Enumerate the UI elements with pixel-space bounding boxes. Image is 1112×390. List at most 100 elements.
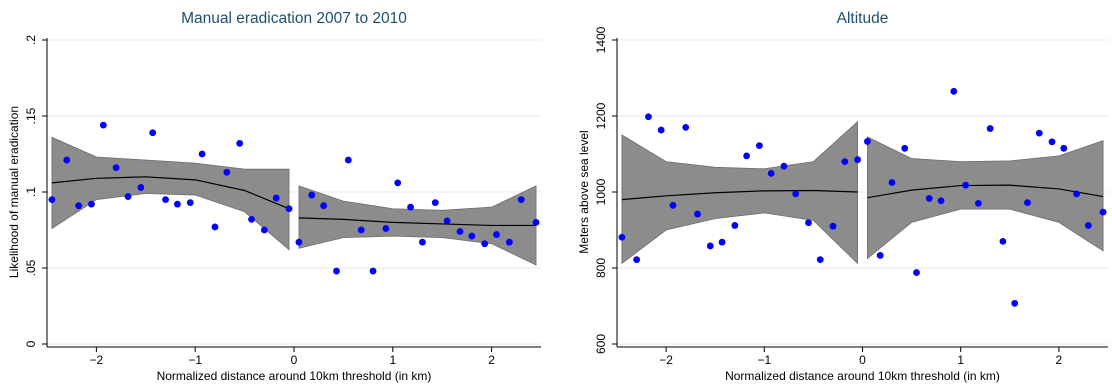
data-point [99,121,107,129]
data-point [743,152,751,160]
x-tick-label: 2 [488,353,495,367]
x-tick-label: 2 [1056,353,1063,367]
data-point [913,269,920,276]
data-point [223,168,231,176]
data-point [718,238,726,246]
data-point [357,226,365,234]
data-point [780,162,788,170]
data-point [431,199,439,207]
x-tick-label: −2 [659,353,673,367]
data-point [864,138,871,145]
data-point [950,87,958,95]
data-point [308,191,316,199]
data-point [295,238,303,246]
data-point [767,169,775,177]
fit-line [51,176,290,210]
confidence-band [867,136,1104,260]
data-point [805,219,812,227]
x-tick-label: 0 [859,353,866,367]
y-axis-label: Likelihood of manual eradication [7,106,21,278]
data-point [1073,190,1080,198]
data-point [88,200,95,208]
data-point [456,228,464,235]
chart-panel-2: 600 800 1000 1200 1400 −2 −1 0 1 2 Altitude Normali… [577,10,1108,383]
data-point [236,139,244,147]
data-point [657,126,665,134]
data-point [1084,222,1092,229]
data-point [937,197,945,205]
data-point [162,196,169,204]
x-tick-label: 0 [291,353,298,367]
data-point [532,219,540,226]
data-point [394,179,402,187]
data-point [986,125,994,132]
data-point [481,240,489,248]
data-point [854,156,861,164]
chart-panel-1: 0 .05 .1 .15 .2 −2 −1 0 1 2 Manual eradication 200… [7,10,541,383]
data-point [925,195,933,202]
y-tick-label: 1000 [594,178,608,205]
y-tick-label: .15 [24,107,38,124]
x-tick-label: 1 [957,353,964,367]
data-point [706,242,714,250]
data-point [829,222,837,230]
x-tick-label: −1 [188,353,202,367]
chart-title: Manual eradication 2007 to 2010 [181,10,407,27]
data-point [211,223,219,231]
data-point [755,142,763,150]
data-point [248,215,255,223]
y-tick-label: 800 [594,258,608,278]
data-point [443,217,451,225]
data-point [493,231,500,238]
data-point [149,129,157,137]
data-point [1024,199,1031,207]
y-tick-label: 0 [24,340,38,347]
data-point [186,199,194,207]
chart-title: Altitude [837,10,889,27]
data-point [517,196,525,204]
fit-line [867,184,1104,199]
data-point [633,256,641,264]
data-point [419,238,426,246]
x-tick-label: −1 [757,353,771,367]
data-point [63,156,71,164]
data-point [48,196,56,204]
data-point [962,181,970,189]
data-point [1060,144,1068,152]
x-axis-label: Normalized distance around 10km threshol… [725,369,1000,383]
data-point [369,267,377,275]
data-point [382,225,390,232]
y-tick-label: 600 [594,334,608,354]
data-point [669,201,677,209]
data-point [618,233,626,241]
data-point [468,232,476,240]
y-axis-label: Meters above sea level [577,130,591,253]
y-tick-label: .1 [24,187,38,197]
data-point [198,150,206,158]
data-point [407,203,414,211]
confidence-band [621,120,858,265]
data-point [505,238,513,246]
x-axis-label: Normalized distance around 10km threshol… [157,369,432,383]
data-point [792,190,800,198]
y-tick-label: .2 [24,35,38,45]
data-point [888,179,896,186]
data-point [285,205,293,213]
y-tick-label: 1400 [594,26,608,53]
data-point [901,144,909,152]
x-tick-label: 1 [389,353,396,367]
data-point [841,158,849,166]
data-point [1011,299,1019,307]
data-point [645,113,652,121]
data-point [137,184,145,191]
x-tick-label: −2 [90,353,104,367]
data-point [174,200,181,208]
data-point [816,256,824,264]
data-point [112,164,120,172]
data-point [694,210,701,218]
data-point [1048,138,1056,146]
data-point [320,202,328,210]
data-point [1099,208,1107,216]
